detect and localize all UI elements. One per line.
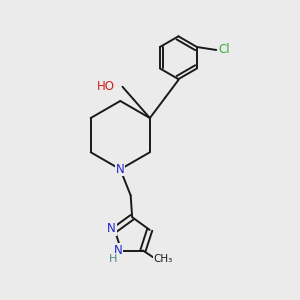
Text: N: N bbox=[113, 244, 122, 257]
Text: H: H bbox=[109, 254, 117, 264]
Text: N: N bbox=[116, 163, 125, 176]
Text: N: N bbox=[107, 222, 116, 235]
Text: Cl: Cl bbox=[219, 44, 230, 56]
Text: HO: HO bbox=[97, 80, 115, 93]
Text: CH₃: CH₃ bbox=[153, 254, 172, 264]
